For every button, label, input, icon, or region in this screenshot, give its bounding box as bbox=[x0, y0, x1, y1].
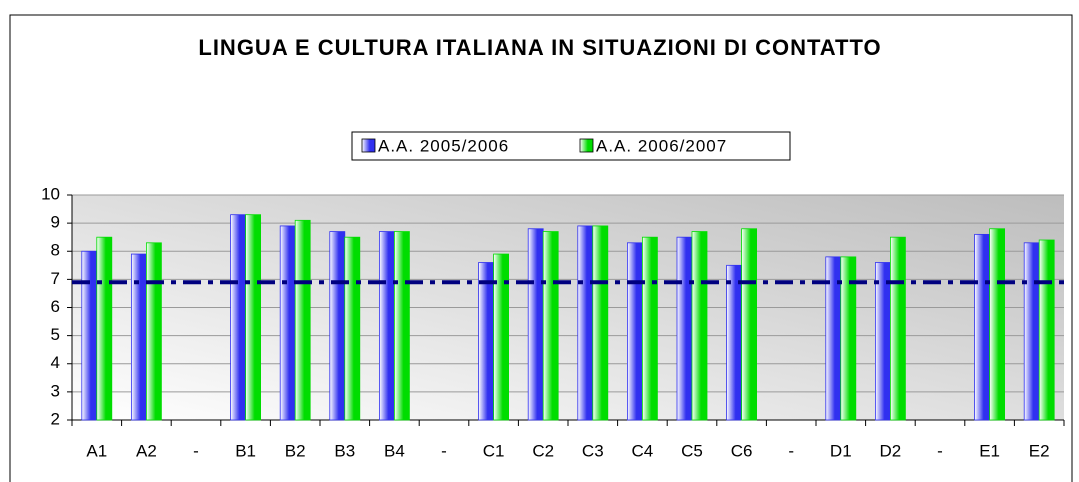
x-tick-label: C4 bbox=[632, 441, 654, 460]
y-tick-label: 3 bbox=[51, 381, 60, 400]
y-tick-label: 2 bbox=[51, 409, 60, 428]
legend-swatch bbox=[361, 138, 376, 153]
bar bbox=[96, 236, 113, 421]
x-tick-label: D2 bbox=[880, 441, 902, 460]
x-tick-label: C2 bbox=[532, 441, 554, 460]
x-tick-label: A2 bbox=[136, 441, 157, 460]
legend-swatch bbox=[579, 138, 594, 153]
x-tick-label: - bbox=[441, 441, 447, 460]
x-tick-label: B3 bbox=[334, 441, 355, 460]
legend-label: A.A. 2005/2006 bbox=[378, 136, 509, 155]
bar bbox=[344, 236, 361, 421]
bar bbox=[676, 236, 693, 421]
x-tick-label: C3 bbox=[582, 441, 604, 460]
chart-title: LINGUA E CULTURA ITALIANA IN SITUAZIONI … bbox=[198, 35, 882, 60]
y-tick-label: 10 bbox=[41, 184, 60, 203]
bar bbox=[245, 214, 262, 421]
bar bbox=[974, 233, 990, 421]
x-tick-label: - bbox=[937, 441, 943, 460]
x-tick-label: E1 bbox=[979, 441, 1000, 460]
bar bbox=[393, 231, 410, 421]
bar bbox=[741, 228, 757, 421]
bar bbox=[493, 253, 510, 421]
bar bbox=[642, 236, 658, 421]
x-tick-label: - bbox=[193, 441, 199, 460]
bar bbox=[691, 231, 708, 421]
bar bbox=[130, 253, 147, 421]
bar bbox=[726, 264, 742, 421]
bar bbox=[378, 231, 395, 421]
legend-box bbox=[351, 131, 791, 161]
x-tick-label: E2 bbox=[1029, 441, 1050, 460]
legend-label: A.A. 2006/2007 bbox=[596, 136, 727, 155]
x-tick-label: C5 bbox=[681, 441, 703, 460]
bar bbox=[592, 225, 609, 421]
bar bbox=[478, 262, 495, 421]
bar bbox=[81, 250, 98, 421]
bar bbox=[890, 236, 906, 421]
x-tick-label: - bbox=[788, 441, 794, 460]
bar bbox=[1023, 242, 1040, 421]
bar bbox=[627, 242, 643, 421]
x-tick-label: C6 bbox=[731, 441, 753, 460]
y-tick-label: 9 bbox=[51, 213, 60, 232]
x-tick-label: C1 bbox=[483, 441, 505, 460]
bar bbox=[875, 262, 891, 421]
bar bbox=[329, 231, 346, 421]
y-tick-label: 6 bbox=[51, 297, 60, 316]
x-tick-label: B4 bbox=[384, 441, 405, 460]
bar bbox=[279, 225, 296, 421]
bar bbox=[145, 242, 162, 421]
y-tick-label: 7 bbox=[51, 269, 60, 288]
bar bbox=[989, 228, 1005, 421]
y-tick-label: 8 bbox=[51, 241, 60, 260]
chart-frame bbox=[9, 14, 1073, 482]
bar bbox=[230, 214, 247, 421]
y-tick-label: 4 bbox=[51, 353, 60, 372]
y-tick-label: 5 bbox=[51, 325, 60, 344]
x-tick-label: D1 bbox=[830, 441, 852, 460]
x-tick-label: B2 bbox=[285, 441, 306, 460]
bar bbox=[1038, 239, 1055, 421]
bar bbox=[840, 256, 857, 421]
bar bbox=[527, 228, 544, 421]
x-tick-label: A1 bbox=[86, 441, 107, 460]
bar bbox=[294, 219, 311, 421]
x-tick-label: B1 bbox=[235, 441, 256, 460]
bar bbox=[542, 231, 559, 421]
bar bbox=[577, 225, 594, 421]
